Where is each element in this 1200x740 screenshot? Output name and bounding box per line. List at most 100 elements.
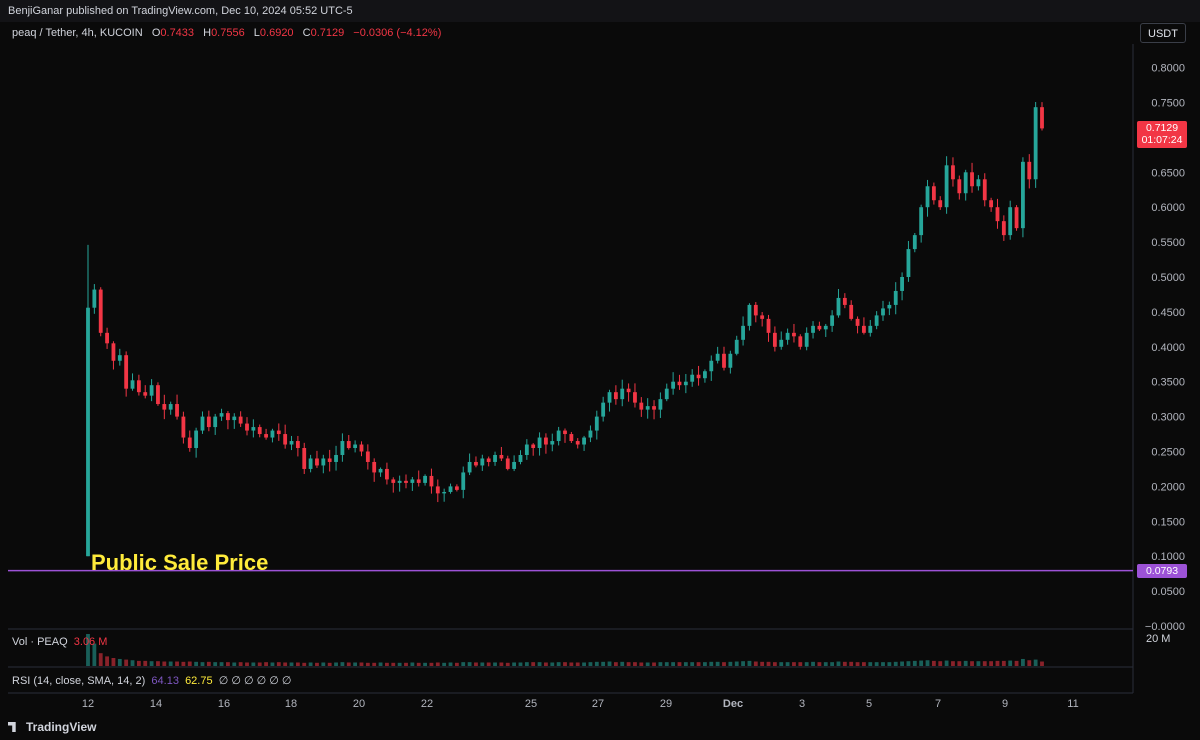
- volume-bar: [391, 662, 396, 666]
- candle-body: [588, 430, 593, 438]
- volume-bar: [448, 662, 453, 666]
- volume-bar: [728, 661, 733, 666]
- volume-axis-label: 20 M: [1146, 633, 1171, 645]
- volume-bar: [385, 662, 389, 666]
- candle-body: [970, 172, 974, 187]
- candle-body: [664, 388, 669, 400]
- candle-body: [944, 165, 949, 208]
- candle-body: [187, 437, 192, 449]
- volume-bar: [1040, 661, 1044, 666]
- volume-legend[interactable]: Vol · PEAQ 3.06 M: [12, 636, 107, 648]
- candle-body: [531, 444, 536, 449]
- volume-bar: [804, 662, 809, 666]
- last-price-value: 0.7129: [1145, 122, 1179, 134]
- volume-bar: [747, 660, 752, 666]
- volume-bar: [467, 662, 472, 666]
- public-sale-annotation[interactable]: Public Sale Price: [91, 550, 269, 575]
- candle-body: [372, 461, 377, 473]
- volume-bar: [620, 661, 625, 666]
- volume-bar: [976, 661, 981, 666]
- candle-body: [410, 479, 415, 483]
- volume-bar: [353, 662, 358, 666]
- volume-bar: [232, 662, 237, 666]
- candle-body: [544, 437, 548, 445]
- volume-bar: [257, 662, 262, 666]
- volume-bar: [645, 662, 650, 666]
- candle-body: [995, 207, 1000, 222]
- candle-body: [181, 416, 186, 438]
- symbol-title[interactable]: peaq / Tether, 4h, KUCOIN: [12, 27, 143, 39]
- volume-bar: [696, 662, 701, 666]
- candle-body: [86, 307, 90, 557]
- candle-body: [658, 399, 663, 410]
- volume-bar: [499, 662, 504, 666]
- candle-body: [963, 172, 968, 194]
- candle-body: [321, 458, 326, 466]
- volume-bar: [989, 661, 994, 666]
- candle-body: [779, 339, 784, 347]
- candle-body: [601, 402, 606, 417]
- x-tick-label: 9: [1002, 698, 1008, 710]
- volume-bar: [493, 662, 497, 666]
- candle-body: [652, 406, 656, 410]
- candle-body: [620, 388, 625, 400]
- volume-bar: [556, 662, 561, 666]
- symbol-legend[interactable]: peaq / Tether, 4h, KUCOIN O0.7433 H0.755…: [12, 27, 447, 39]
- candle-body: [315, 458, 319, 466]
- candle-body: [232, 416, 237, 421]
- candle-body: [423, 475, 427, 483]
- candle-body: [1027, 161, 1032, 180]
- volume-bar: [359, 662, 364, 666]
- candle-body: [365, 451, 370, 462]
- volume-bar: [194, 661, 199, 666]
- rsi-legend[interactable]: RSI (14, close, SMA, 14, 2) 64.13 62.75 …: [12, 674, 292, 687]
- candle-body: [792, 332, 796, 337]
- currency-button[interactable]: USDT: [1140, 23, 1186, 43]
- volume-bar: [315, 662, 319, 666]
- candle-body: [766, 318, 771, 333]
- volume-bar: [346, 662, 351, 666]
- candle-body: [703, 371, 707, 379]
- tradingview-brand[interactable]: TradingView: [8, 720, 96, 734]
- volume-bar: [607, 661, 612, 666]
- high-label: H: [203, 27, 212, 39]
- volume-bar: [1033, 659, 1038, 666]
- volume-bar: [633, 662, 637, 666]
- volume-bar: [811, 661, 815, 666]
- candle-body: [467, 461, 472, 473]
- y-tick-label: 0.5500: [1151, 237, 1185, 249]
- y-tick-label: −0.0000: [1145, 621, 1185, 633]
- volume-bar: [162, 661, 167, 666]
- candle-body: [245, 423, 249, 431]
- rsi-value: 64.13: [151, 675, 179, 687]
- y-tick-label: 0.6000: [1151, 202, 1185, 214]
- candle-body: [524, 444, 529, 455]
- candle-body: [346, 441, 351, 449]
- candle-body: [168, 404, 173, 410]
- y-tick-label: 0.0500: [1151, 586, 1185, 598]
- candle-body: [556, 430, 561, 442]
- candle-body: [130, 380, 135, 389]
- candle-body: [607, 392, 612, 403]
- candle-body: [919, 207, 924, 236]
- candle-body: [1014, 207, 1019, 229]
- volume-bar: [868, 662, 873, 666]
- volume-bar: [550, 662, 555, 666]
- candle-body: [811, 325, 815, 333]
- countdown-value: 01:07:24: [1141, 134, 1183, 146]
- volume-bar: [575, 662, 580, 666]
- volume-bar: [404, 662, 408, 666]
- volume-bar: [817, 662, 822, 666]
- volume-bar: [435, 662, 440, 666]
- candle-body: [982, 179, 987, 201]
- candle-body: [416, 479, 421, 483]
- candle-body: [633, 392, 637, 403]
- candle-body: [505, 458, 510, 469]
- volume-bar: [785, 662, 790, 666]
- volume-bar: [658, 662, 663, 666]
- candle-body: [741, 325, 745, 340]
- volume-bar: [588, 662, 593, 666]
- candle-body: [359, 444, 364, 452]
- candle-body: [715, 353, 720, 361]
